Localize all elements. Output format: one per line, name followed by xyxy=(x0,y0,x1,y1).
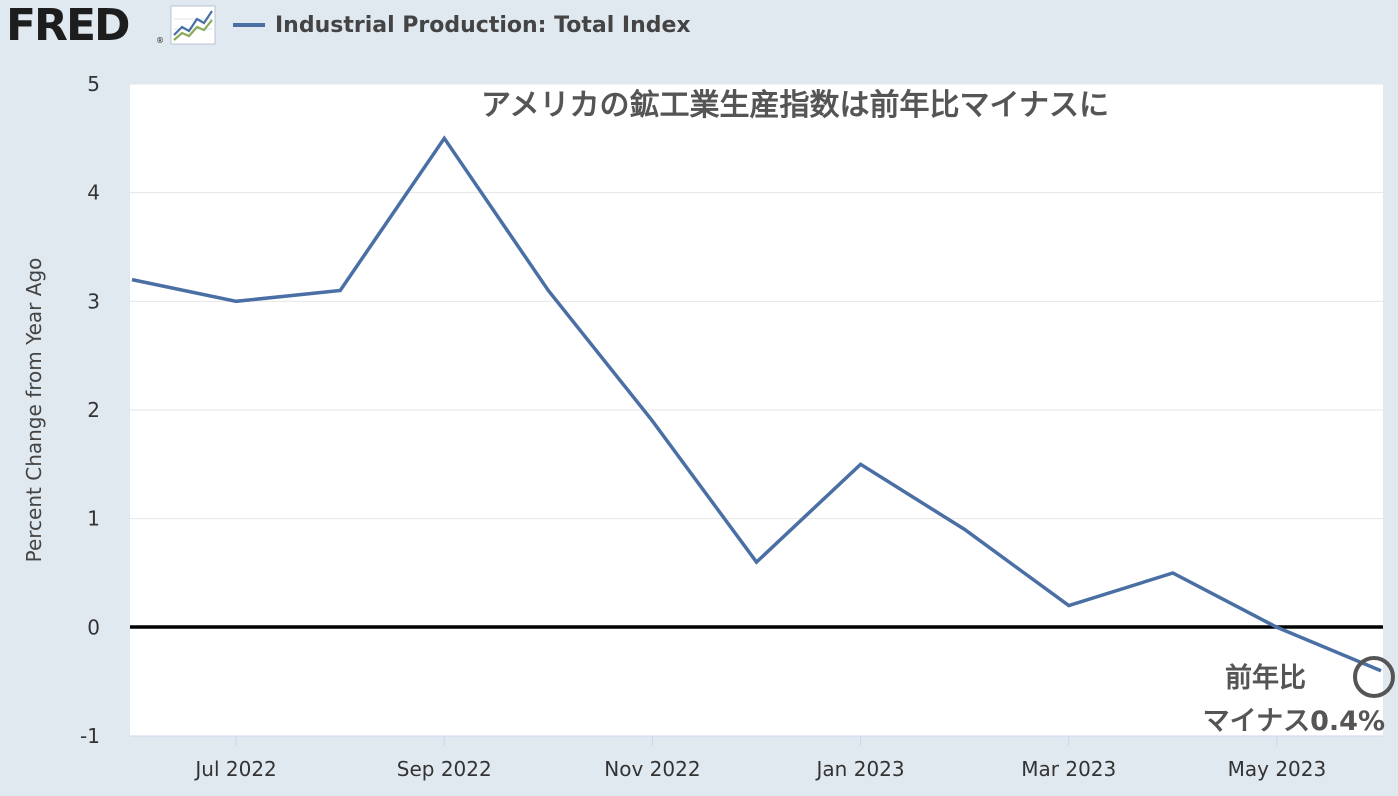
x-axis: Jul 2022 Sep 2022 Nov 2022 Jan 2023 Mar 2023… xyxy=(130,735,1383,781)
data-point[interactable] xyxy=(648,417,656,425)
y-tick-label: 1 xyxy=(87,507,100,531)
data-point[interactable] xyxy=(857,460,865,468)
annotation-line1: 前年比 xyxy=(1225,662,1306,694)
data-point[interactable] xyxy=(232,297,240,305)
legend-label: Industrial Production: Total Index xyxy=(275,12,691,38)
chart-title: アメリカの鉱工業生産指数は前年比マイナスに xyxy=(481,88,1109,123)
legend-swatch xyxy=(233,23,265,27)
x-tick-label: Jan 2023 xyxy=(815,757,905,781)
chart-logo-icon xyxy=(170,5,216,45)
x-tick-label: Mar 2023 xyxy=(1021,757,1116,781)
data-point[interactable] xyxy=(128,276,136,284)
data-point[interactable] xyxy=(1169,569,1177,577)
highlight-circle xyxy=(1353,656,1395,698)
y-tick-label: 2 xyxy=(87,398,100,422)
fred-logo[interactable]: FRED xyxy=(6,0,131,51)
y-tick-label: -1 xyxy=(80,724,100,748)
y-tick-label: 5 xyxy=(87,72,100,96)
y-tick-label: 4 xyxy=(87,181,100,205)
data-point[interactable] xyxy=(336,286,344,294)
x-tick-label: Sep 2022 xyxy=(397,757,492,781)
chart-header: FRED ® Industrial Production: Total Inde… xyxy=(0,0,1398,60)
data-point[interactable] xyxy=(1273,623,1281,631)
data-point[interactable] xyxy=(544,286,552,294)
registered-mark: ® xyxy=(156,36,164,45)
legend[interactable]: Industrial Production: Total Index xyxy=(233,10,691,40)
x-tick-label: Nov 2022 xyxy=(604,757,700,781)
data-point[interactable] xyxy=(753,558,761,566)
annotation-line2: マイナス0.4% xyxy=(1203,706,1385,737)
x-tick-label: May 2023 xyxy=(1228,757,1327,781)
data-point[interactable] xyxy=(440,134,448,142)
series-line[interactable] xyxy=(131,135,1382,673)
x-tick-label: Jul 2022 xyxy=(193,757,276,781)
y-axis-title: Percent Change from Year Ago xyxy=(22,258,46,563)
series-layer xyxy=(128,134,1385,675)
y-tick-label: 0 xyxy=(87,615,100,639)
data-point[interactable] xyxy=(1377,667,1385,675)
data-point[interactable] xyxy=(961,526,969,534)
data-point[interactable] xyxy=(1065,602,1073,610)
y-axis: -1 0 1 2 3 4 5 xyxy=(80,72,100,748)
y-tick-label: 3 xyxy=(87,289,100,313)
